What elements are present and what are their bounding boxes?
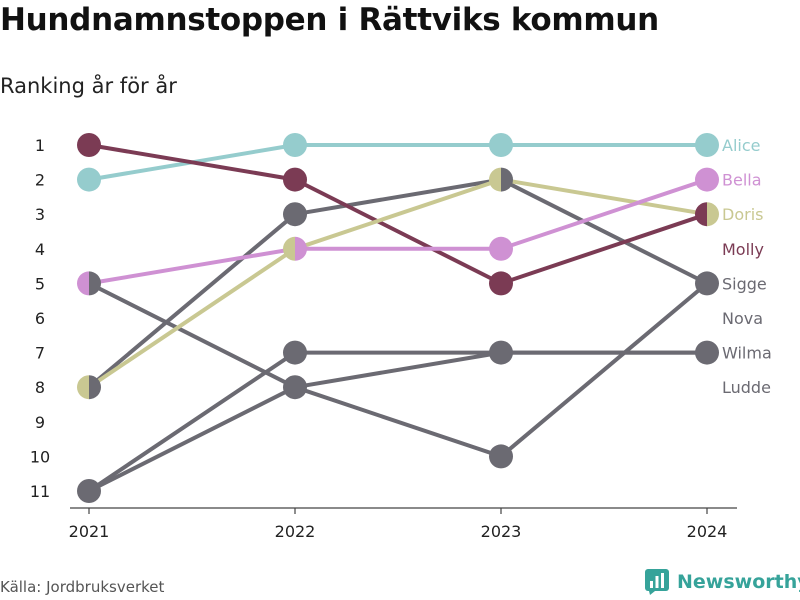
x-tick-label: 2021	[69, 522, 110, 541]
source-note: Källa: Jordbruksverket	[0, 578, 165, 596]
point-molly	[695, 202, 707, 227]
series-line-bella	[88, 177, 708, 286]
point-bella	[77, 271, 89, 296]
y-tick-label: 7	[35, 344, 45, 363]
end-label-wilma: Wilma	[722, 344, 772, 363]
end-label-bella: Bella	[722, 171, 762, 190]
y-tick-label: 10	[30, 447, 50, 466]
point-doris	[283, 236, 295, 261]
point-alice	[695, 133, 719, 157]
y-tick-label: 11	[30, 482, 50, 501]
brand-label: Newsworthy	[677, 571, 800, 593]
point-alice	[77, 167, 101, 192]
x-tick-label: 2023	[481, 522, 522, 541]
chart-title: Hundnamnstoppen i Rättviks kommun	[0, 2, 659, 38]
x-tick-label: 2024	[687, 522, 728, 541]
point-molly	[283, 167, 307, 192]
point-ludde	[283, 202, 307, 227]
point-nova	[489, 340, 513, 365]
y-tick-label: 6	[35, 309, 45, 328]
y-tick-label: 2	[35, 171, 45, 190]
end-label-sigge: Sigge	[722, 274, 767, 293]
point-doris	[707, 202, 719, 227]
end-label-nova: Nova	[722, 309, 763, 328]
point-bella	[295, 236, 307, 261]
y-tick-label: 9	[35, 413, 45, 432]
point-overlap	[89, 271, 101, 296]
point-molly	[489, 271, 513, 296]
end-label-doris: Doris	[722, 205, 763, 224]
point-bella	[489, 236, 513, 261]
point-bella	[695, 167, 719, 192]
point-wilma	[283, 340, 307, 365]
series-line-ludde	[87, 177, 708, 389]
end-label-molly: Molly	[722, 240, 764, 259]
point-overlap	[89, 375, 101, 400]
point-sigge	[695, 271, 719, 296]
point-alice	[283, 133, 307, 157]
series-line-sigge	[88, 281, 709, 459]
y-tick-label: 4	[35, 240, 45, 259]
brand-logo: Newsworthy	[645, 569, 800, 595]
newsworthy-logo-icon	[645, 569, 669, 595]
point-nova	[77, 479, 101, 503]
point-doris	[489, 167, 501, 192]
point-molly	[77, 133, 101, 157]
point-nova	[695, 340, 719, 365]
point-doris	[77, 375, 89, 400]
point-alice	[489, 133, 513, 157]
x-tick-label: 2022	[275, 522, 316, 541]
series-line-doris	[87, 177, 708, 389]
y-tick-label: 5	[35, 274, 45, 293]
y-tick-label: 3	[35, 205, 45, 224]
point-sigge	[489, 444, 513, 469]
point-overlap	[501, 167, 513, 192]
series-line-wilma	[87, 350, 707, 493]
point-sigge	[283, 375, 307, 400]
end-label-alice: Alice	[722, 136, 760, 155]
y-tick-label: 1	[35, 136, 45, 155]
end-label-ludde: Ludde	[722, 378, 771, 397]
chart-subtitle: Ranking år för år	[0, 74, 177, 98]
series-line-molly	[88, 143, 708, 286]
y-tick-label: 8	[35, 378, 45, 397]
